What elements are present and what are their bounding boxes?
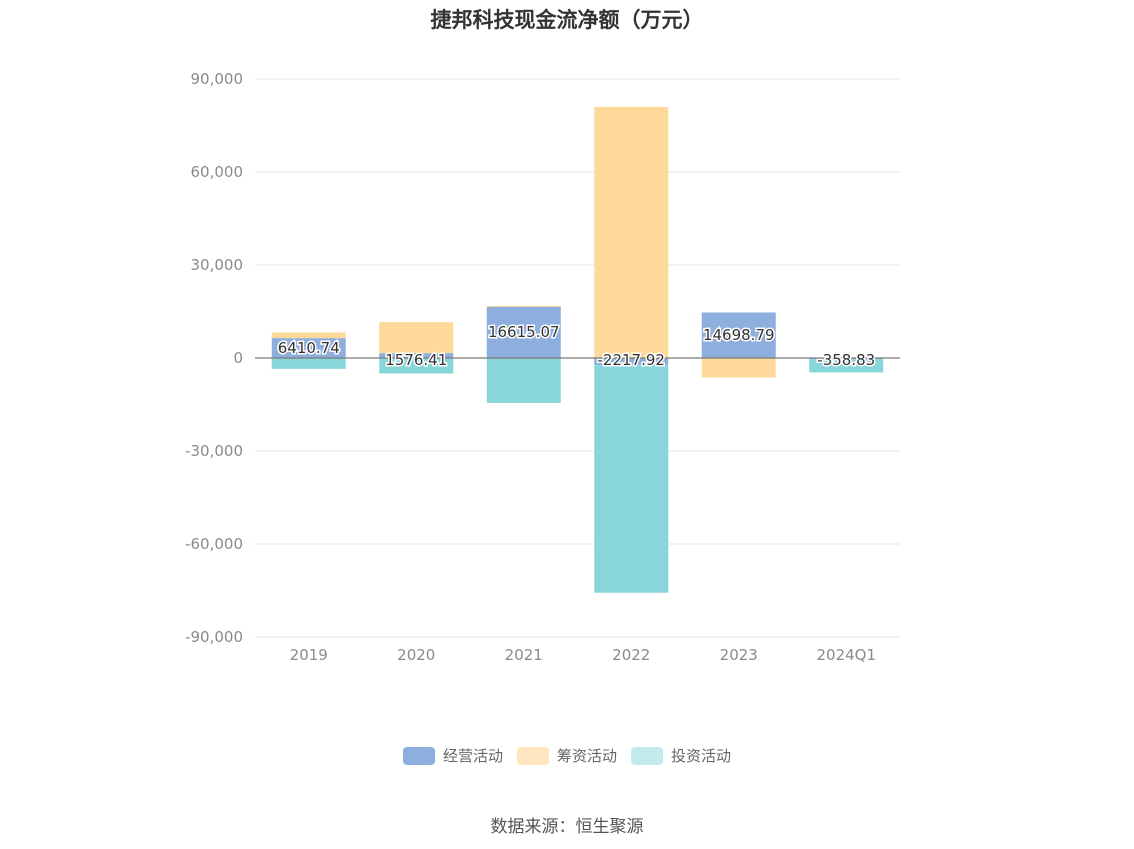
bar-operating (594, 358, 669, 365)
chart-title: 捷邦科技现金流净额（万元） (430, 8, 704, 32)
y-axis-ticks: 90,000 60,000 30,000 0 -30,000 -60,000 -90,000 (185, 70, 243, 646)
data-label: 14698.79 (703, 326, 775, 344)
x-tick-label: 2022 (612, 646, 650, 664)
bar-operating (701, 312, 776, 358)
bar-group (271, 106, 884, 593)
bar-investing (379, 358, 454, 374)
data-label: 1576.41 (385, 351, 447, 369)
legend-label-investing: 投资活动 (671, 747, 732, 765)
legend-swatch-financing (516, 746, 549, 765)
data-label: -2217.92 (598, 351, 665, 369)
bar-operating (271, 338, 346, 358)
y-tick-label: 0 (233, 349, 243, 367)
bar-operating (486, 306, 561, 358)
x-axis-ticks: 2019 2020 2021 2022 2023 2024Q1 (290, 646, 876, 664)
gridlines (255, 78, 900, 638)
bar-investing (486, 358, 561, 403)
legend-item-investing[interactable]: 投资活动 (631, 745, 731, 766)
legend: 经营活动 筹资活动 投资活动 (0, 745, 1134, 766)
data-label: 6410.74 (278, 339, 340, 357)
data-label: -358.83 (817, 351, 875, 369)
data-label: 16615.07 (488, 323, 560, 341)
legend-item-operating[interactable]: 经营活动 (402, 745, 503, 766)
x-tick-label: 2019 (290, 646, 328, 664)
y-tick-label: 30,000 (191, 256, 244, 274)
bar-investing (809, 359, 884, 373)
y-tick-label: 60,000 (191, 163, 244, 181)
y-tick-label: 90,000 (191, 70, 244, 88)
legend-item-financing[interactable]: 筹资活动 (516, 745, 617, 766)
bar-operating (379, 353, 454, 358)
y-tick-label: -30,000 (185, 442, 243, 460)
x-tick-label: 2020 (397, 646, 435, 664)
legend-swatch-investing (631, 746, 663, 765)
bar-financing (271, 332, 346, 339)
y-tick-label: -60,000 (185, 535, 243, 553)
bar-financing (379, 322, 454, 354)
x-tick-label: 2024Q1 (816, 646, 876, 664)
bar-investing (594, 364, 669, 593)
bar-financing (486, 305, 561, 307)
legend-label-financing: 筹资活动 (556, 747, 617, 765)
legend-swatch-operating (402, 746, 435, 765)
bar-financing (594, 106, 669, 359)
y-tick-label: -90,000 (185, 628, 243, 646)
data-labels: 6410.74 1576.41 16615.07 -2217.92 14698.79 -3… (276, 322, 876, 371)
source-note: 数据来源：恒生聚源 (490, 817, 644, 837)
bar-investing (271, 358, 346, 369)
x-tick-label: 2023 (720, 646, 758, 664)
bar-financing (701, 358, 776, 378)
legend-label-operating: 经营活动 (442, 747, 503, 765)
x-tick-label: 2021 (505, 646, 543, 664)
